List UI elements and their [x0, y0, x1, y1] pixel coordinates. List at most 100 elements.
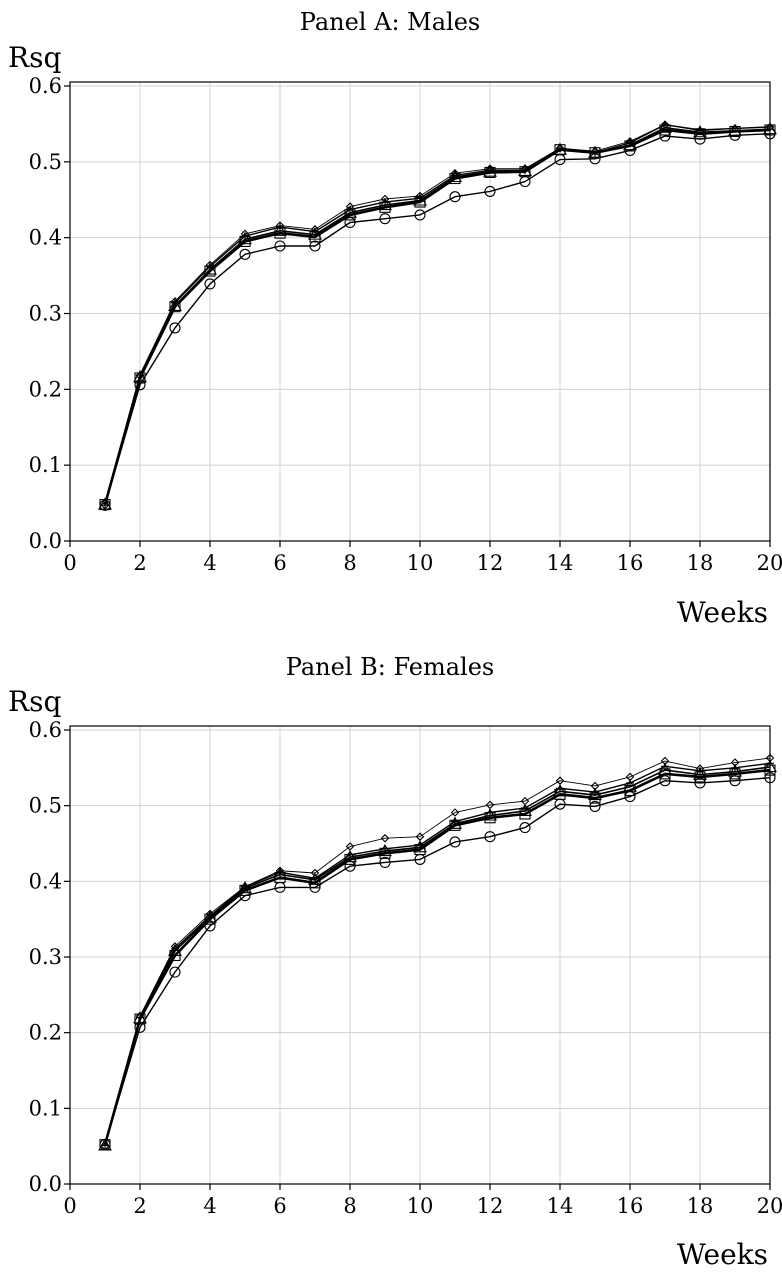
panel-a-x-tick-label: 20 [757, 551, 782, 575]
panel-b-title: Panel B: Females [286, 653, 495, 681]
panel-b-point-triangle [518, 803, 532, 817]
panel-a-y-tick-label: 0.5 [29, 150, 62, 174]
panel-b-point-square [484, 812, 496, 824]
panel-a-y-tick-label: 0.2 [29, 377, 62, 401]
panel-a-x-tick-label: 10 [407, 551, 434, 575]
panel-a-point-triangle [448, 169, 462, 183]
panel-b-x-tick-label: 0 [63, 1194, 76, 1218]
panel-b-point-circle [204, 920, 216, 932]
panel-b-point-square [449, 819, 461, 831]
panel-a-point-circle [519, 176, 531, 188]
panel-a-series-line-diamond [104, 124, 771, 506]
panel-a-point-triangle [483, 164, 497, 177]
panel-b-point-circle [414, 853, 426, 865]
panel-a-y-tick-label: 0.0 [29, 529, 62, 553]
panel-b-x-tick-label: 14 [547, 1194, 574, 1218]
panel-b-series-plus [101, 759, 774, 1150]
panel-b-point-square [589, 792, 601, 804]
panel-b-point-circle [484, 831, 496, 843]
panel-b-point-circle [519, 822, 531, 834]
panel-b-point-circle [344, 860, 356, 872]
panel-a-point-circle [414, 209, 426, 221]
panel-b-point-circle [659, 775, 671, 787]
panel-a-series-line-circle [104, 133, 771, 506]
panel-a-x-axis: 0 2 4 6 8 10 12 14 16 18 20 [63, 541, 782, 575]
panel-b-point-diamond [450, 808, 460, 817]
panel-a-y-tick-label: 0.3 [29, 302, 62, 326]
panel-b-point-triangle [483, 808, 497, 821]
panel-b-y-tick-label: 0.2 [29, 1021, 62, 1045]
panel-b-xlabel: Weeks [677, 1238, 768, 1270]
panel-b-x-tick-label: 10 [407, 1194, 434, 1218]
panel-a-point-square [484, 166, 496, 178]
panel-a-point-square [344, 209, 356, 221]
panel-b-point-triangle [308, 872, 322, 885]
panel-a-point-square [589, 147, 601, 159]
panel-b-point-triangle [448, 816, 462, 829]
panel-a-xlabel: Weeks [677, 596, 768, 629]
panel-a-point-circle [99, 499, 111, 511]
panel-b-x-axis: 0 2 4 6 8 10 12 14 16 18 20 [63, 1184, 782, 1218]
panel-b-series-line-square [103, 768, 771, 1145]
panel-b-point-diamond [380, 833, 390, 843]
panel-a-point-circle [239, 248, 251, 260]
panel-b-point-square [694, 771, 706, 783]
panel-b-point-triangle [238, 881, 252, 894]
panel-b-series-line-circle [104, 776, 771, 1145]
panel-a-x-tick-label: 14 [547, 551, 574, 575]
panel-a-series-circle [99, 128, 776, 511]
panel-a-x-tick-label: 6 [273, 551, 286, 575]
panel-a-point-square [449, 172, 461, 185]
panel-b-point-triangle [763, 759, 777, 773]
panel-b-point-circle [134, 1021, 146, 1033]
panel-b-x-tick-label: 18 [687, 1194, 714, 1218]
panel-b-point-circle [554, 798, 566, 810]
panel-b-x-tick-label: 8 [343, 1194, 356, 1218]
panel-b-x-tick-label: 4 [203, 1194, 216, 1218]
panel-b-point-square [169, 949, 181, 962]
panel-a-ylabel: Rsq [8, 41, 61, 74]
panel-b-series-line-triangle [104, 766, 771, 1146]
panel-b-series-diamond [100, 753, 775, 1151]
panel-b-point-square [344, 853, 356, 865]
panel-a-point-circle [729, 129, 741, 141]
panel-b-point-circle [379, 856, 391, 868]
panel-a-series-line-square [103, 128, 771, 505]
panel-b-point-triangle [693, 767, 707, 780]
panel-a-point-circle [484, 185, 496, 197]
panel-a-point-square [414, 196, 426, 208]
panel-a-x-tick-label: 2 [133, 551, 146, 575]
panel-b-y-tick-label: 0.4 [29, 869, 62, 893]
panel-a-point-triangle [378, 197, 392, 211]
panel-b-point-triangle [588, 787, 602, 801]
panel-a-series-diamond [100, 120, 775, 510]
panel-a-chart: Panel A: Males Rsq Weeks 0 2 4 6 8 10 12 14 16 18… [8, 8, 782, 629]
panel-a-point-circle [134, 379, 146, 391]
panel-b-series-line-diamond [104, 757, 771, 1147]
panel-a-point-triangle [238, 232, 252, 245]
panel-a-point-triangle [693, 125, 707, 138]
panel-a-point-circle [589, 153, 601, 165]
panel-a-series-square [99, 124, 776, 511]
panel-a-point-circle [624, 144, 636, 157]
panel-b-point-circle [589, 800, 601, 812]
panel-a-title: Panel A: Males [300, 8, 480, 36]
panel-a-x-tick-label: 8 [343, 551, 356, 575]
panel-a-point-triangle [658, 120, 672, 133]
panel-a-x-tick-label: 4 [203, 551, 216, 575]
panel-b-series-line-plus [104, 762, 771, 1146]
panel-b-point-square [764, 764, 776, 776]
panel-b-point-circle [729, 775, 741, 787]
panel-b-y-tick-label: 0.0 [29, 1172, 62, 1196]
panel-a-x-tick-label: 0 [63, 551, 76, 575]
panel-b-point-circle [99, 1139, 111, 1151]
panel-a-point-circle [694, 133, 706, 145]
panel-a-point-square [204, 265, 216, 277]
panel-b-point-square [204, 913, 216, 925]
panel-b-ylabel: Rsq [8, 685, 61, 718]
panel-a-point-square [379, 201, 391, 213]
panel-b-series-square [99, 764, 776, 1151]
panel-b-y-tick-label: 0.3 [29, 945, 62, 969]
panel-a-point-square [729, 125, 741, 138]
